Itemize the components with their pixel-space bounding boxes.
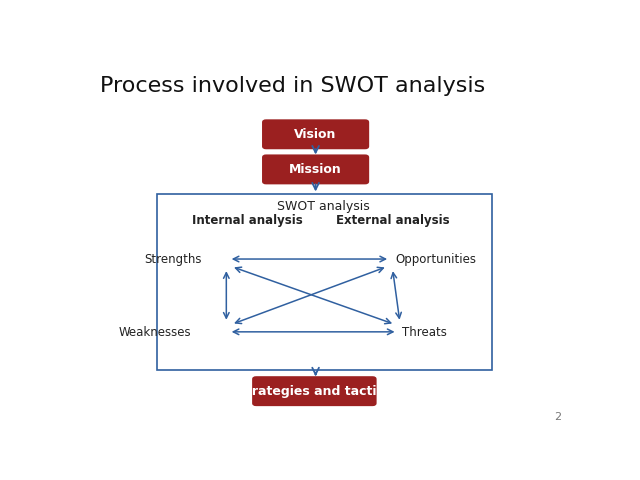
Text: SWOT analysis: SWOT analysis (276, 200, 369, 213)
Text: Strengths: Strengths (144, 252, 202, 265)
Text: Mission: Mission (289, 163, 342, 176)
Text: Threats: Threats (403, 326, 447, 339)
Text: Process involved in SWOT analysis: Process involved in SWOT analysis (100, 76, 485, 96)
Text: Vision: Vision (294, 128, 337, 141)
Text: External analysis: External analysis (336, 215, 449, 228)
Bar (157, 194, 492, 370)
FancyBboxPatch shape (252, 376, 376, 406)
Text: Internal analysis: Internal analysis (191, 215, 302, 228)
Text: Strategies and tactics: Strategies and tactics (237, 384, 392, 397)
Text: Opportunities: Opportunities (395, 252, 476, 265)
Text: Weaknesses: Weaknesses (119, 326, 191, 339)
FancyBboxPatch shape (262, 120, 369, 149)
Text: 2: 2 (554, 412, 561, 421)
FancyBboxPatch shape (262, 155, 369, 184)
